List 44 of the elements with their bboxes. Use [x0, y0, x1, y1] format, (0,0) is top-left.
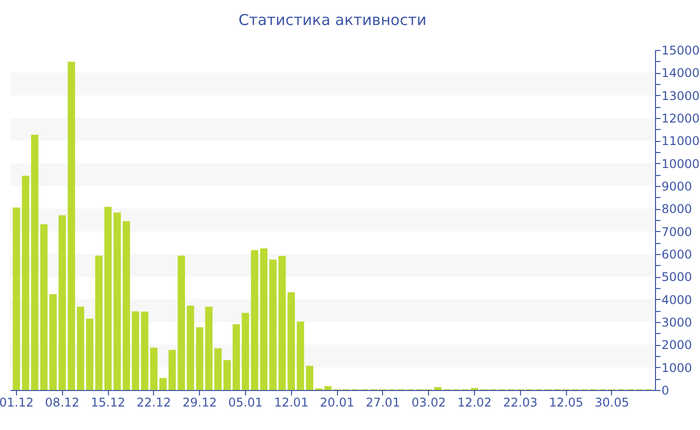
y-tick-label: 3000 [662, 316, 692, 330]
x-tick-label: 30.05 [594, 396, 630, 410]
y-tick-label: 14000 [662, 66, 700, 80]
bar [324, 386, 332, 390]
y-tick-label: 2000 [662, 338, 692, 352]
y-tick-label: 5000 [662, 270, 692, 284]
x-tick-label: 12.02 [457, 396, 492, 410]
y-tick-label: 11000 [662, 134, 700, 148]
y-tick-label: 13000 [662, 88, 700, 103]
x-tick-label: 22.12 [136, 396, 172, 410]
x-tick-label: 29.12 [182, 396, 217, 410]
y-tick-label: 12000 [662, 112, 700, 126]
y-tick-label: 0 [662, 384, 670, 398]
x-tick-label: 08.12 [45, 396, 80, 410]
bar [12, 208, 20, 390]
x-tick-label: 12.01 [274, 396, 308, 410]
bar [242, 312, 250, 390]
bar [104, 206, 112, 390]
x-tick-label: 03.02 [412, 396, 446, 410]
bar [269, 260, 277, 390]
x-tick-label: 20.01 [320, 396, 354, 410]
bar [296, 322, 304, 390]
bar [22, 176, 30, 390]
x-tick-label: 12.05 [548, 396, 584, 410]
y-tick-label: 6000 [662, 248, 692, 262]
bar [214, 348, 222, 390]
bar [132, 311, 140, 390]
y-tick-label: 9000 [662, 180, 692, 194]
y-tick-label: 10000 [662, 156, 700, 171]
y-tick-label: 7000 [662, 224, 692, 239]
y-tick-label: 15000 [662, 44, 700, 58]
bar [76, 306, 84, 390]
x-tick-label: 27.01 [366, 396, 400, 410]
x-tick-label: 22.03 [503, 396, 538, 410]
bar [159, 378, 167, 390]
chart-title: Статистика активности [238, 11, 426, 29]
x-tick-label: 15.12 [90, 396, 126, 410]
y-tick-label: 8000 [662, 202, 692, 216]
y-tick-label: 1000 [662, 360, 692, 375]
x-tick-label: 05.01 [228, 396, 263, 410]
bar [49, 294, 57, 390]
bar [186, 306, 194, 390]
y-tick-label: 4000 [662, 292, 692, 307]
x-tick-label: 01.12 [0, 396, 34, 410]
